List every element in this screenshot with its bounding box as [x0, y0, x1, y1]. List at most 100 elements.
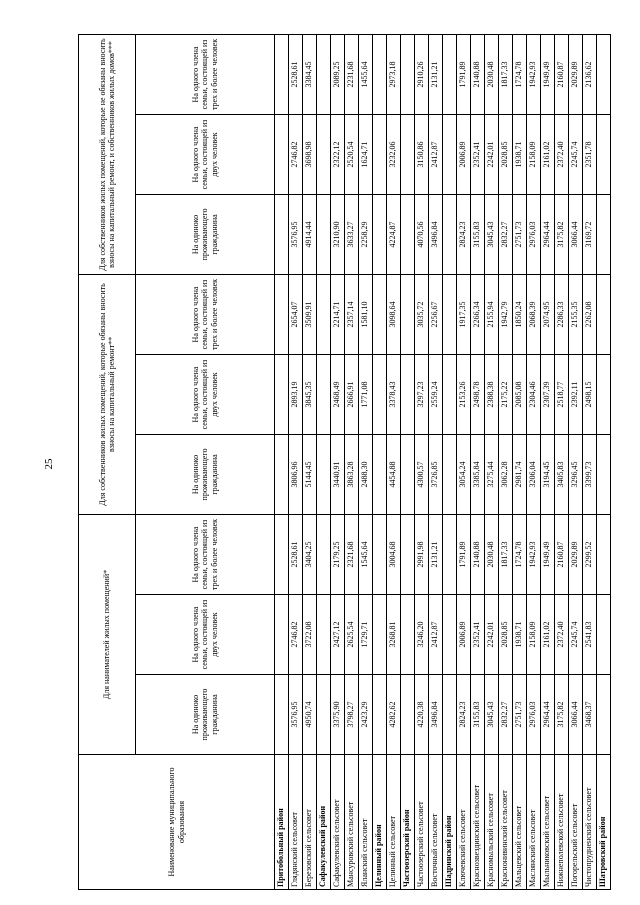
- value-cell: 2654,07: [288, 274, 303, 355]
- table-row: Чистопрудненский сельсовет 3468,37 2541,83…: [582, 34, 597, 890]
- value-cell: [400, 594, 415, 675]
- value-cell: 3384,45: [302, 34, 317, 115]
- value-cell: [442, 354, 457, 435]
- value-cell: 3496,84: [428, 674, 443, 755]
- section-row: Частоозерский район: [400, 34, 415, 890]
- table-row: Целинный сельсовет 4282,62 3268,81 3004,68 4…: [386, 34, 401, 890]
- value-cell: [274, 434, 289, 515]
- value-cell: 2625,54: [344, 594, 359, 675]
- value-cell: 3726,85: [428, 434, 443, 515]
- table-row: Восточный сельсовет 3496,84 2412,87 2131,21…: [428, 34, 443, 890]
- value-cell: 4070,56: [414, 194, 429, 275]
- value-cell: 2030,48: [484, 34, 499, 115]
- value-cell: 3806,96: [288, 434, 303, 515]
- value-cell: 3045,43: [484, 194, 499, 275]
- municipality-column-header: Наименование муниципального образования: [78, 754, 275, 890]
- value-cell: 2351,78: [582, 114, 597, 195]
- value-cell: 1949,49: [540, 514, 555, 595]
- value-cell: 3845,35: [302, 354, 317, 435]
- value-cell: [596, 354, 611, 435]
- group-header-owners-with-contributions: Для собственников жилых помещений, котор…: [78, 274, 136, 515]
- table-row: Мальцевский сельсовет 2751,73 1938,71 1724,…: [512, 34, 527, 890]
- table-body: Притобольный район Глядянский сельсовет 35…: [274, 34, 611, 890]
- value-cell: 3206,04: [526, 434, 541, 515]
- value-cell: 4914,44: [302, 194, 317, 275]
- value-cell: [316, 114, 331, 195]
- value-cell: 2832,27: [498, 194, 513, 275]
- value-cell: 2751,73: [512, 674, 527, 755]
- value-cell: 2412,87: [428, 594, 443, 675]
- value-cell: 2976,03: [526, 194, 541, 275]
- municipality-name: Красномыльский сельсовет: [484, 754, 499, 890]
- section-row: Целинный район: [372, 34, 387, 890]
- value-cell: [316, 434, 331, 515]
- value-cell: 3405,83: [554, 434, 569, 515]
- value-cell: [442, 674, 457, 755]
- value-cell: [442, 434, 457, 515]
- value-cell: 2666,91: [344, 354, 359, 435]
- value-cell: [274, 514, 289, 595]
- value-cell: 1917,35: [456, 274, 471, 355]
- group-header-owners-without-contributions: Для собственников жилых помещений, котор…: [78, 34, 136, 275]
- value-cell: 4220,38: [414, 674, 429, 755]
- value-cell: 3194,45: [540, 434, 555, 515]
- value-cell: 2006,89: [456, 594, 471, 675]
- value-cell: 3509,91: [302, 274, 317, 355]
- value-cell: 2468,49: [330, 354, 345, 435]
- value-cell: 3150,86: [414, 114, 429, 195]
- value-cell: 3385,84: [470, 434, 485, 515]
- value-cell: 2322,12: [330, 114, 345, 195]
- value-cell: 2160,87: [554, 514, 569, 595]
- value-cell: 2256,67: [428, 274, 443, 355]
- value-cell: 3066,44: [568, 674, 583, 755]
- value-cell: [400, 434, 415, 515]
- value-cell: [372, 514, 387, 595]
- value-cell: 2175,22: [498, 354, 513, 435]
- value-cell: [400, 194, 415, 275]
- value-cell: 2158,09: [526, 594, 541, 675]
- sub-header-family-two: На одного члена семьи, состоящей из двух…: [135, 114, 275, 195]
- value-cell: 2299,52: [582, 514, 597, 595]
- value-cell: 2321,68: [344, 514, 359, 595]
- value-cell: 3576,95: [288, 194, 303, 275]
- value-cell: 1938,71: [512, 114, 527, 195]
- value-cell: [400, 274, 415, 355]
- table-row: Маслянский сельсовет 2976,03 2158,09 1942,9…: [526, 34, 541, 890]
- value-cell: 4454,88: [386, 434, 401, 515]
- table-row: Березовский сельсовет 4950,74 3722,08 3404,…: [302, 34, 317, 890]
- value-cell: 2214,71: [330, 274, 345, 355]
- table-row: Краснозвездинский сельсовет 3155,83 2352,4…: [470, 34, 485, 890]
- value-cell: [274, 274, 289, 355]
- table-row: Нижнеполевской сельсовет 3175,82 2372,40 21…: [554, 34, 569, 890]
- value-cell: 3863,28: [344, 434, 359, 515]
- value-cell: 1817,33: [498, 514, 513, 595]
- value-cell: [596, 514, 611, 595]
- value-cell: 3066,44: [568, 194, 583, 275]
- value-cell: 2427,12: [330, 594, 345, 675]
- value-cell: 2352,41: [470, 594, 485, 675]
- value-cell: 2964,44: [540, 194, 555, 275]
- value-cell: 2242,01: [484, 594, 499, 675]
- value-cell: 2245,74: [568, 114, 583, 195]
- value-cell: [372, 354, 387, 435]
- value-cell: 3399,73: [582, 434, 597, 515]
- value-cell: 2153,26: [456, 354, 471, 435]
- value-cell: 3378,43: [386, 354, 401, 435]
- value-cell: [372, 674, 387, 755]
- value-cell: 2136,62: [582, 34, 597, 115]
- value-cell: 1581,10: [358, 274, 373, 355]
- value-cell: [316, 194, 331, 275]
- value-cell: 4224,87: [386, 194, 401, 275]
- table-row: Погорельский сельсовет 3066,44 2245,74 2029…: [568, 34, 583, 890]
- value-cell: 2352,41: [470, 114, 485, 195]
- value-cell: [400, 114, 415, 195]
- value-cell: [400, 514, 415, 595]
- table-row: Ключевский сельсовет 2824,23 2006,89 1791,8…: [456, 34, 471, 890]
- municipality-name: Восточный сельсовет: [428, 754, 443, 890]
- value-cell: 2498,15: [582, 354, 597, 435]
- value-cell: 2030,48: [484, 514, 499, 595]
- value-cell: 2541,83: [582, 594, 597, 675]
- value-cell: [596, 274, 611, 355]
- value-cell: 2029,89: [568, 514, 583, 595]
- value-cell: [372, 274, 387, 355]
